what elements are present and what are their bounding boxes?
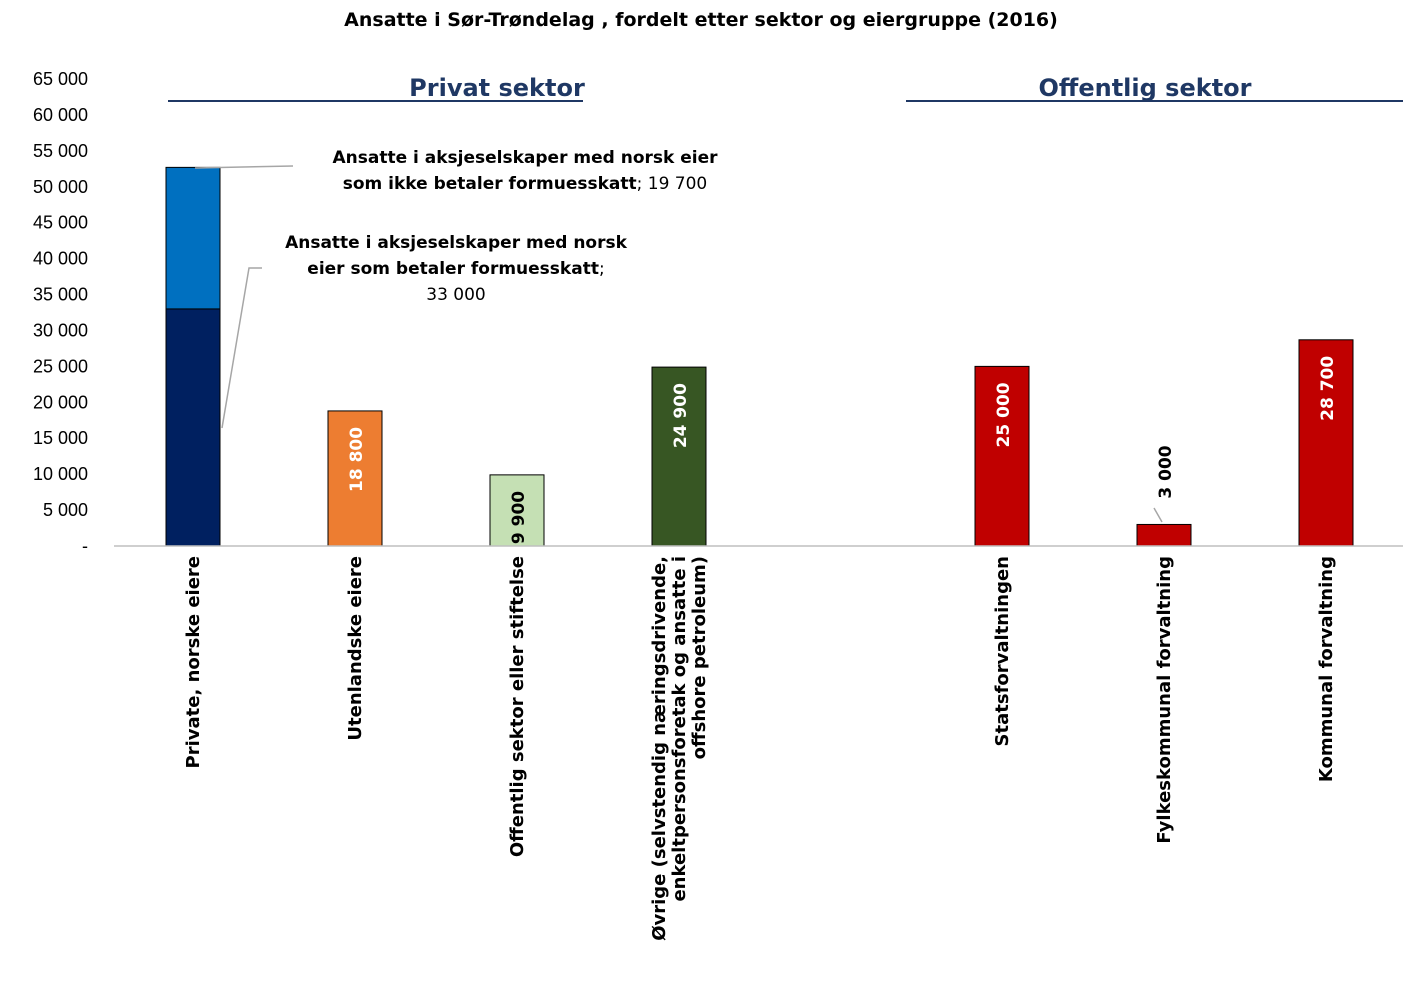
annotations: Ansatte i aksjeselskaper med norsk eier s… — [194, 148, 718, 429]
x-category-label-line: offshore petroleum) — [689, 556, 710, 759]
category-labels: Private, norske eiere Utenlandske eiere Of… — [183, 556, 1337, 941]
y-tick-label: 55 000 — [33, 141, 88, 161]
bar-value-label: 24 900 — [671, 383, 691, 448]
bar-segment — [1298, 339, 1354, 547]
value-labels: 18 800 9 900 24 900 25 000 3 000 28 700 — [347, 356, 1338, 544]
x-category-label-line: Utenlandske eiere — [345, 556, 366, 741]
y-tick-label: 45 000 — [33, 213, 88, 233]
bar-segment — [489, 474, 545, 547]
x-category-label-line: Offentlig sektor eller stiftelse — [507, 556, 528, 857]
bar-segment — [651, 366, 707, 547]
x-category-label-line: Fylkeskommunal forvaltning — [1154, 556, 1175, 844]
bars — [165, 166, 1354, 547]
x-category-label-line: Private, norske eiere — [183, 556, 204, 768]
x-category-label: Statsforvaltningen — [992, 556, 1013, 746]
annotation-run: ; 19 700 — [637, 174, 708, 194]
bar-segment — [165, 308, 221, 547]
sector-header-label: Offentlig sektor — [1039, 74, 1252, 102]
y-tick-label: 50 000 — [33, 177, 88, 197]
y-tick-label: 30 000 — [33, 320, 88, 340]
bar-segment — [165, 166, 221, 310]
x-category-label: Øvrige (selvstendig næringsdrivende, enke… — [649, 556, 710, 941]
y-tick-label: 35 000 — [33, 285, 88, 305]
annotation-run: som ikke betaler formuesskatt — [343, 174, 637, 194]
y-tick-label: 40 000 — [33, 249, 88, 269]
y-axis: - 5 000 10 000 15 000 20 000 25 000 30 000 35 0… — [33, 69, 88, 556]
y-tick-label: 15 000 — [33, 428, 88, 448]
bar-value-label: 28 700 — [1318, 356, 1338, 421]
y-tick-label: 60 000 — [33, 105, 88, 125]
bar-value-label: 25 000 — [994, 382, 1014, 447]
x-category-label-line: enkeltpersonsforetak og ansatte i — [669, 556, 690, 902]
y-tick-label: - — [82, 536, 88, 556]
x-category-label-line: Øvrige (selvstendig næringsdrivende, — [649, 556, 670, 941]
annotation-leader-line — [221, 267, 262, 429]
y-tick-label: 25 000 — [33, 356, 88, 376]
x-category-label-line: Kommunal forvaltning — [1316, 556, 1337, 782]
y-tick-label: 65 000 — [33, 69, 88, 89]
bar-segment — [1136, 523, 1192, 547]
annotation-run: eier som betaler formuesskatt — [307, 259, 599, 279]
bar-segment — [974, 365, 1030, 547]
annotation-run: ; — [599, 259, 605, 279]
y-tick-label: 5 000 — [43, 500, 88, 520]
sector-headers: Privat sektor Offentlig sektor — [168, 74, 1403, 102]
bar-value-label: 18 800 — [347, 427, 367, 492]
bar-value-label: 3 000 — [1156, 445, 1176, 498]
y-tick-label: 20 000 — [33, 392, 88, 412]
annotation-line: Ansatte i aksjeselskaper med norsk — [285, 233, 628, 253]
sector-header-label: Privat sektor — [409, 74, 585, 102]
bar-value-label: 9 900 — [509, 491, 529, 544]
x-category-label: Private, norske eiere — [183, 556, 204, 768]
annotation-run: 33 000 — [426, 285, 485, 305]
annotation-leader-line — [194, 165, 294, 169]
x-category-label: Utenlandske eiere — [345, 556, 366, 741]
annotation-run: Ansatte i aksjeselskaper med norsk — [285, 233, 628, 253]
x-category-label: Kommunal forvaltning — [1316, 556, 1337, 782]
annotation-line: eier som betaler formuesskatt; — [307, 259, 604, 279]
annotation-run: Ansatte i aksjeselskaper med norsk eier — [332, 148, 718, 168]
annotation-line: 33 000 — [426, 285, 485, 305]
y-tick-label: 10 000 — [33, 464, 88, 484]
x-category-label: Offentlig sektor eller stiftelse — [507, 556, 528, 857]
annotation-line: som ikke betaler formuesskatt; 19 700 — [343, 174, 708, 194]
x-category-label: Fylkeskommunal forvaltning — [1154, 556, 1175, 844]
bar-segment — [327, 410, 383, 547]
x-category-label-line: Statsforvaltningen — [992, 556, 1013, 746]
annotation-line: Ansatte i aksjeselskaper med norsk eier — [332, 148, 718, 168]
chart-title: Ansatte i Sør-Trøndelag , fordelt etter … — [344, 9, 1058, 31]
value-leader-line — [1153, 507, 1163, 523]
